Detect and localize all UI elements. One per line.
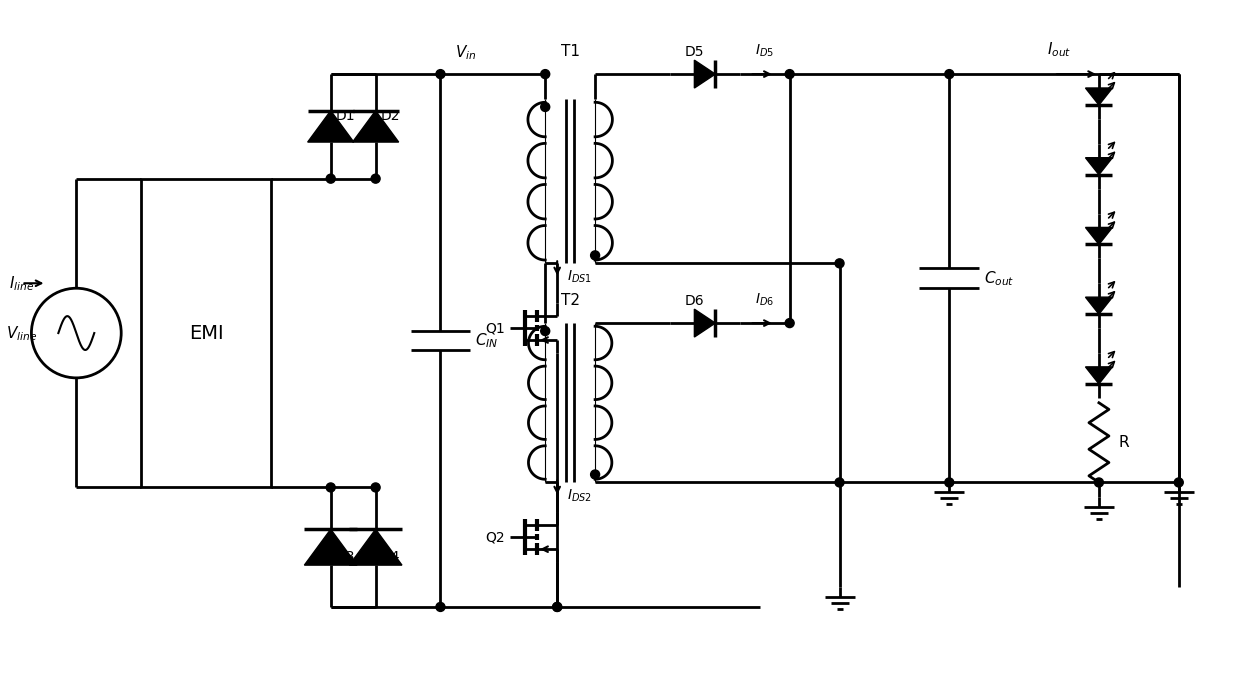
Circle shape [1095,478,1104,487]
Circle shape [436,602,445,611]
Circle shape [371,174,381,183]
Circle shape [541,69,549,78]
Circle shape [541,326,549,335]
Text: D4: D4 [381,550,401,564]
Text: Q2: Q2 [486,530,506,544]
Circle shape [326,483,335,492]
Text: $I_{out}$: $I_{out}$ [1047,40,1071,59]
Polygon shape [694,60,715,88]
Polygon shape [352,111,399,142]
Polygon shape [308,111,353,142]
Text: $I_{line}$: $I_{line}$ [9,274,33,293]
Text: D6: D6 [684,294,704,308]
Circle shape [835,259,844,267]
Text: $I_{D6}$: $I_{D6}$ [755,292,774,308]
Text: $I_{DS1}$: $I_{DS1}$ [567,268,593,285]
Text: $C_{out}$: $C_{out}$ [985,269,1014,288]
Text: T2: T2 [560,293,579,308]
Text: Q1: Q1 [486,321,506,335]
Circle shape [553,602,562,611]
Circle shape [590,251,600,260]
Circle shape [326,174,335,183]
Circle shape [945,69,954,78]
Text: $I_{DS2}$: $I_{DS2}$ [567,487,593,504]
Text: $V_{in}$: $V_{in}$ [455,44,477,62]
Circle shape [1174,478,1183,487]
Polygon shape [1085,297,1112,314]
Text: $V_{line}$: $V_{line}$ [6,324,37,343]
Text: D5: D5 [686,45,704,59]
Polygon shape [350,529,402,565]
Text: R: R [1118,435,1130,450]
Polygon shape [1085,158,1112,175]
Text: EMI: EMI [188,324,223,342]
Text: D3: D3 [336,550,355,564]
Polygon shape [694,309,715,337]
Text: D1: D1 [336,109,356,123]
Text: $C_{IN}$: $C_{IN}$ [475,331,498,350]
Text: $I_{D5}$: $I_{D5}$ [755,43,774,59]
Circle shape [785,319,794,328]
Circle shape [541,103,549,112]
Circle shape [835,478,844,487]
Circle shape [371,483,381,492]
Text: T1: T1 [560,44,579,59]
Circle shape [553,602,562,611]
Text: D2: D2 [381,109,401,123]
Circle shape [590,470,600,479]
Polygon shape [304,529,357,565]
FancyBboxPatch shape [141,179,270,487]
Circle shape [436,69,445,78]
Circle shape [785,69,794,78]
Polygon shape [1085,88,1112,105]
Polygon shape [1085,227,1112,245]
Polygon shape [1085,367,1112,384]
Circle shape [945,478,954,487]
